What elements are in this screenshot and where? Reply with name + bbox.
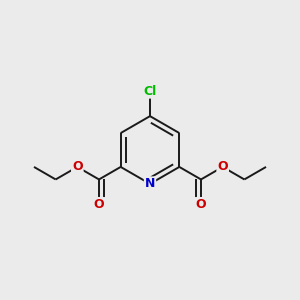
Text: Cl: Cl <box>143 85 157 98</box>
Text: O: O <box>218 160 228 173</box>
Text: O: O <box>196 198 206 211</box>
Text: O: O <box>72 160 83 173</box>
Text: O: O <box>94 198 104 211</box>
Text: N: N <box>145 177 155 190</box>
